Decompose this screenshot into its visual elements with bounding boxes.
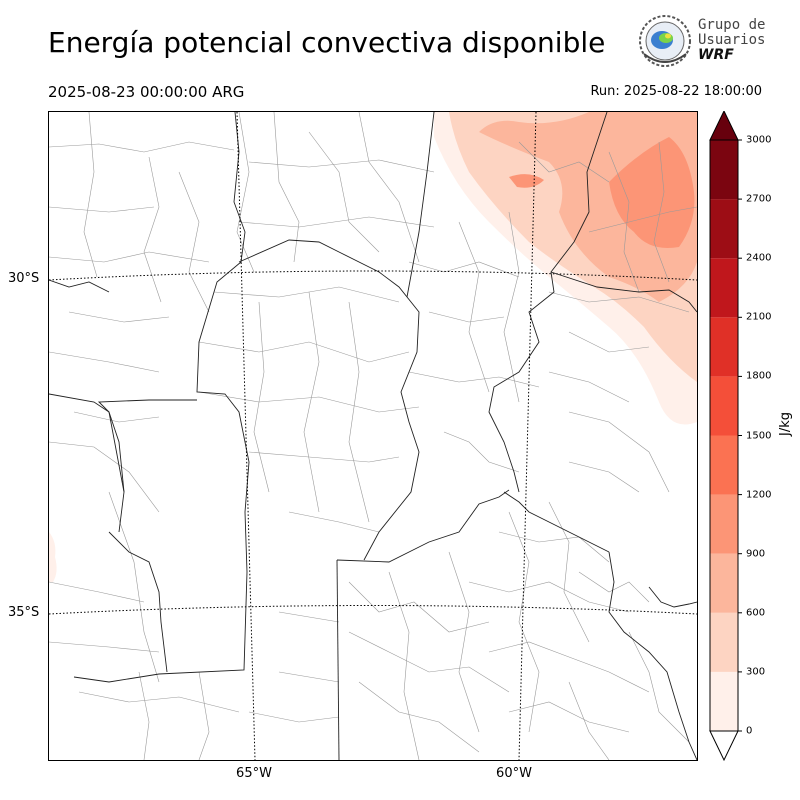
run-time: Run: 2025-08-22 18:00:00	[590, 84, 762, 99]
lat-label-35s: 35°S	[8, 605, 40, 620]
colorbar-bin-7	[710, 258, 738, 318]
colorbar-tick-label: 1500	[746, 430, 772, 441]
colorbar-bin-0	[710, 671, 738, 731]
colorbar-tick-label: 1200	[746, 489, 772, 501]
colorbar-tick-label: 300	[746, 666, 766, 678]
logo-line-2: Usuarios	[698, 32, 766, 48]
colorbar-bin-9	[710, 140, 738, 200]
colorbar-tick-label: 900	[746, 548, 766, 560]
cape-shading	[49, 112, 697, 582]
logo-line-3: WRF	[698, 47, 734, 63]
colorbar-bin-5	[710, 376, 738, 436]
page-title: Energía potencial convectiva disponible	[48, 26, 606, 59]
coastline	[608, 551, 697, 760]
colorbar-bin-4	[710, 435, 738, 495]
colorbar-tick-label: 2700	[746, 193, 772, 205]
map-canvas	[49, 112, 697, 760]
graticule	[49, 112, 697, 760]
logo-text: Grupo de Usuarios WRF	[698, 18, 765, 63]
lon-label-65w: 65°W	[236, 766, 272, 781]
wrf-logo: Grupo de Usuarios WRF	[636, 14, 766, 70]
valid-time: 2025-08-23 00:00:00 ARG	[48, 83, 245, 101]
colorbar-bin-8	[710, 199, 738, 259]
colorbar-tick-label: 2400	[746, 252, 772, 264]
colorbar-bin-3	[710, 494, 738, 554]
colorbar-bin-6	[710, 317, 738, 377]
colorbar-tick-label: 0	[746, 725, 753, 737]
colorbar-bin-1	[710, 612, 738, 672]
colorbar-extend-min	[709, 730, 739, 762]
colorbar-unit: J/kg	[778, 412, 793, 436]
colorbar-tick-label: 3000	[746, 134, 772, 146]
province-boundaries	[49, 112, 697, 760]
logo-line-1: Grupo de	[698, 17, 766, 33]
colorbar-tick-label: 2100	[746, 311, 772, 323]
colorbar-extend-max	[709, 109, 739, 141]
map-panel[interactable]	[48, 111, 698, 761]
colorbar-bin-2	[710, 553, 738, 613]
colorbar-scale	[709, 109, 742, 762]
wrf-users-group-logo-icon	[639, 15, 691, 67]
colorbar	[706, 109, 742, 762]
department-boundaries	[49, 112, 697, 760]
colorbar-tick-label: 600	[746, 607, 766, 619]
colorbar-tick-label: 1800	[746, 370, 772, 382]
lat-label-30s: 30°S	[8, 271, 40, 286]
lon-label-60w: 60°W	[496, 766, 532, 781]
